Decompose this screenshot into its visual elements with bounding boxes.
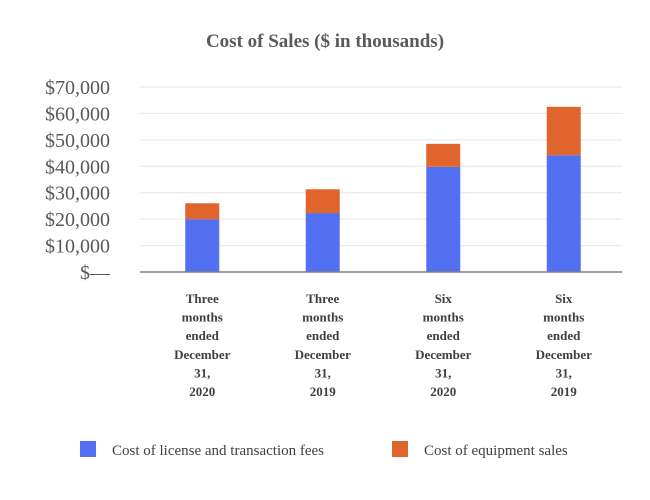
- bar-equipment-sales-4: [546, 106, 581, 156]
- bar-license-fees-4: [546, 155, 581, 272]
- x-axis-ticks: Three months ended December 31, 2020 Three mont…: [174, 291, 592, 399]
- y-tick-label: $60,000: [45, 103, 110, 125]
- x-tick-label: Six months ended December 31, 2020: [415, 291, 472, 399]
- legend: Cost of license and transaction fees Cost…: [80, 441, 568, 459]
- bar-equipment-sales-1: [185, 203, 220, 220]
- legend-label: Cost of license and transaction fees: [112, 443, 324, 459]
- y-tick-label: $40,000: [45, 156, 110, 178]
- grid-lines: [140, 86, 622, 247]
- bar-license-fees-1: [185, 219, 220, 272]
- y-axis-ticks: $— $10,000 $20,000 $30,000 $40,000 $50,000 $60…: [45, 77, 111, 284]
- x-tick-label: Three months ended December 31, 2020: [174, 291, 231, 399]
- chart-title: Cost of Sales ($ in thousands): [206, 31, 444, 52]
- x-tick-label: Six months ended December 31, 2019: [536, 291, 593, 399]
- y-tick-label: $—: [80, 262, 111, 284]
- y-tick-label: $10,000: [45, 236, 110, 258]
- bar-license-fees-2: [305, 213, 340, 272]
- x-tick-label: Three months ended December 31, 2019: [295, 291, 352, 399]
- bar-license-fees-3: [426, 166, 461, 272]
- legend-swatch: [392, 441, 408, 457]
- legend-label: Cost of equipment sales: [424, 443, 568, 459]
- bar-equipment-sales-2: [305, 189, 340, 214]
- y-tick-label: $50,000: [45, 130, 110, 152]
- y-tick-label: $30,000: [45, 183, 110, 205]
- bars: [185, 106, 581, 272]
- bar-equipment-sales-3: [426, 143, 461, 167]
- legend-swatch: [80, 441, 96, 457]
- y-tick-label: $20,000: [45, 209, 110, 231]
- y-tick-label: $70,000: [45, 77, 110, 99]
